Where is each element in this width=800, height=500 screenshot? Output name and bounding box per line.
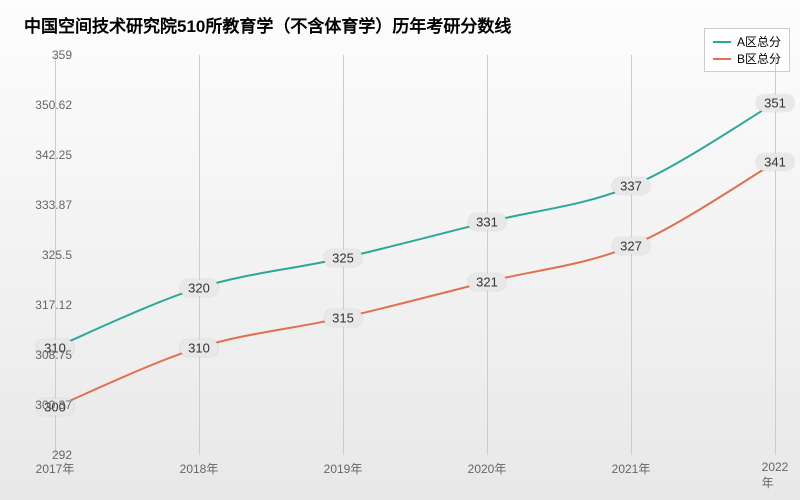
x-tick-label: 2018年 xyxy=(180,460,219,477)
grid-line xyxy=(775,55,776,455)
x-tick-label: 2020年 xyxy=(468,460,507,477)
y-tick-label: 359 xyxy=(52,48,72,62)
y-tick-label: 333.87 xyxy=(35,198,72,212)
legend-item-a: A区总分 xyxy=(713,33,781,50)
value-label: 331 xyxy=(468,214,506,231)
value-label: 337 xyxy=(612,178,650,195)
legend-label-a: A区总分 xyxy=(737,33,781,50)
chart-container: 中国空间技术研究院510所教育学（不含体育学）历年考研分数线 A区总分 B区总分… xyxy=(0,0,800,500)
x-tick-label: 2017年 xyxy=(36,460,75,477)
y-tick-label: 350.62 xyxy=(35,98,72,112)
y-tick-label: 300.37 xyxy=(35,398,72,412)
chart-title: 中国空间技术研究院510所教育学（不含体育学）历年考研分数线 xyxy=(24,12,511,37)
grid-line xyxy=(631,55,632,455)
value-label: 327 xyxy=(612,238,650,255)
value-label: 310 xyxy=(180,339,218,356)
y-tick-label: 292 xyxy=(52,448,72,462)
value-label: 320 xyxy=(180,279,218,296)
series-line-0 xyxy=(55,103,775,348)
grid-line xyxy=(487,55,488,455)
legend-swatch-a xyxy=(713,41,731,43)
y-tick-label: 342.25 xyxy=(35,148,72,162)
series-line-1 xyxy=(55,162,775,407)
value-label: 341 xyxy=(756,154,794,171)
line-svg xyxy=(55,55,775,455)
value-label: 351 xyxy=(756,94,794,111)
value-label: 315 xyxy=(324,309,362,326)
grid-line xyxy=(199,55,200,455)
y-tick-label: 317.12 xyxy=(35,298,72,312)
x-tick-label: 2021年 xyxy=(612,460,651,477)
value-label: 321 xyxy=(468,273,506,290)
value-label: 325 xyxy=(324,249,362,266)
x-tick-label: 2019年 xyxy=(324,460,363,477)
x-tick-label: 2022年 xyxy=(762,460,789,491)
plot-area: 310320325331337351300310315321327341 xyxy=(55,55,775,455)
y-tick-label: 308.75 xyxy=(35,348,72,362)
y-tick-label: 325.5 xyxy=(42,248,72,262)
